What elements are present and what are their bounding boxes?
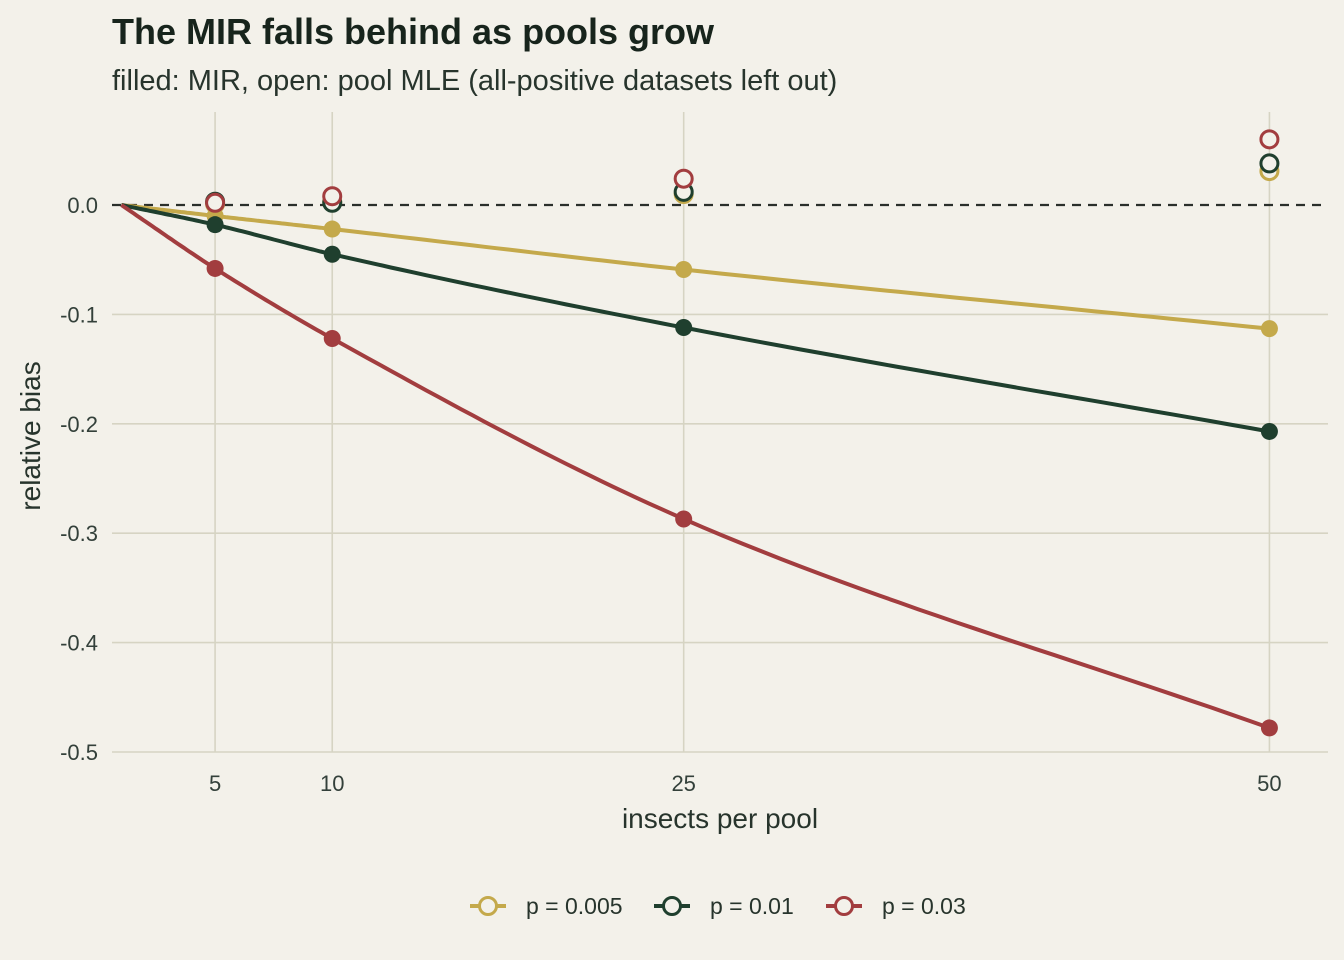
grid (112, 112, 1328, 753)
legend-label: p = 0.01 (710, 893, 794, 919)
mir-point (323, 329, 341, 347)
y-axis-ticks: 0.0 -0.1 -0.2 -0.3 -0.4 -0.5 (60, 193, 98, 765)
mir-point (323, 245, 341, 263)
legend-key-marker (834, 896, 854, 916)
mir-line-1 (121, 203, 1270, 331)
mir-point (675, 319, 693, 337)
legend-key-marker (662, 896, 682, 916)
mir-point (206, 259, 224, 277)
legend-label: p = 0.005 (526, 893, 623, 919)
mle-point (205, 192, 226, 213)
mir-lines (120, 203, 1271, 730)
x-tick-label: 10 (320, 771, 344, 796)
y-tick-label: -0.3 (60, 521, 98, 546)
legend: p = 0.005 p = 0.01 p = 0.03 (470, 893, 966, 919)
x-tick-label: 50 (1257, 771, 1281, 796)
mle-point (673, 168, 694, 189)
mir-point (323, 220, 341, 238)
legend-key-marker (478, 896, 498, 916)
mle-point (1259, 153, 1280, 174)
x-tick-label: 5 (209, 771, 221, 796)
mir-point (1260, 719, 1278, 737)
chart-title: The MIR falls behind as pools grow (112, 11, 715, 52)
x-axis-ticks: 5 10 25 50 (209, 771, 1282, 796)
chart-subtitle: filled: MIR, open: pool MLE (all-positiv… (112, 65, 837, 97)
mir-point (206, 216, 224, 234)
y-axis-label: relative bias (15, 361, 46, 510)
y-tick-label: -0.2 (60, 412, 98, 437)
y-tick-label: -0.4 (60, 631, 98, 656)
y-tick-label: -0.1 (60, 302, 98, 327)
y-tick-label: 0.0 (67, 193, 98, 218)
mir-point (1260, 320, 1278, 338)
x-tick-label: 25 (671, 771, 695, 796)
y-tick-label: -0.5 (60, 740, 98, 765)
mir-point (675, 510, 693, 528)
mir-point (1260, 422, 1278, 440)
mir-point (675, 261, 693, 279)
data-points (205, 129, 1280, 737)
mle-point (1259, 129, 1280, 150)
mir-line-3 (120, 203, 1271, 730)
x-axis-label: insects per pool (622, 803, 818, 834)
mle-point (322, 186, 343, 207)
legend-label: p = 0.03 (882, 893, 966, 919)
